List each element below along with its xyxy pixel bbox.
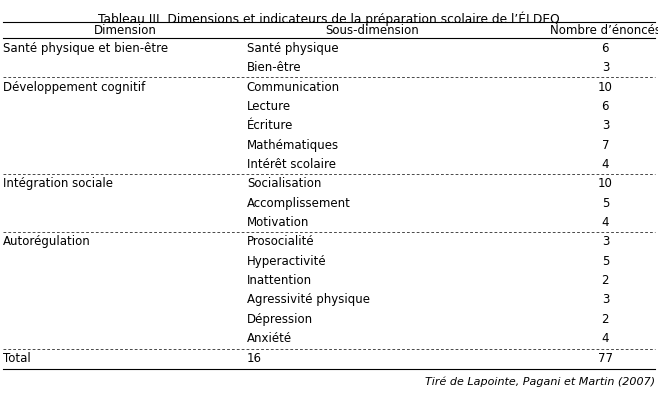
Text: 3: 3 [601, 235, 609, 249]
Text: 2: 2 [601, 274, 609, 287]
Text: Dépression: Dépression [247, 313, 313, 326]
Text: Santé physique et bien-être: Santé physique et bien-être [3, 42, 168, 55]
Text: Socialisation: Socialisation [247, 177, 321, 190]
Text: 4: 4 [601, 332, 609, 345]
Text: Mathématiques: Mathématiques [247, 138, 339, 152]
Text: 7: 7 [601, 138, 609, 152]
Text: Écriture: Écriture [247, 119, 293, 132]
Text: Agressivité physique: Agressivité physique [247, 293, 370, 306]
Text: Motivation: Motivation [247, 216, 309, 229]
Text: Lecture: Lecture [247, 100, 291, 113]
Text: Autorégulation: Autorégulation [3, 235, 91, 249]
Text: 16: 16 [247, 352, 262, 365]
Text: 4: 4 [601, 216, 609, 229]
Text: 10: 10 [598, 177, 613, 190]
Text: 10: 10 [598, 81, 613, 94]
Text: Bien-être: Bien-être [247, 61, 301, 74]
Text: Tiré de Lapointe, Pagani et Martin (2007): Tiré de Lapointe, Pagani et Martin (2007… [424, 376, 655, 387]
Text: 4: 4 [601, 158, 609, 171]
Text: Hyperactivité: Hyperactivité [247, 255, 326, 268]
Text: Santé physique: Santé physique [247, 42, 338, 55]
Text: 77: 77 [598, 352, 613, 365]
Text: 3: 3 [601, 293, 609, 306]
Text: Dimension: Dimension [93, 24, 157, 37]
Text: 6: 6 [601, 42, 609, 55]
Text: 5: 5 [601, 197, 609, 210]
Text: 2: 2 [601, 313, 609, 326]
Text: Accomplissement: Accomplissement [247, 197, 351, 210]
Text: Inattention: Inattention [247, 274, 312, 287]
Text: Sous-dimension: Sous-dimension [325, 24, 418, 37]
Text: Tableau III. Dimensions et indicateurs de la préparation scolaire de l’ÉLDEQ: Tableau III. Dimensions et indicateurs d… [98, 11, 560, 26]
Text: Total: Total [3, 352, 31, 365]
Text: 3: 3 [601, 119, 609, 132]
Text: 5: 5 [601, 255, 609, 268]
Text: Intégration sociale: Intégration sociale [3, 177, 113, 190]
Text: 3: 3 [601, 61, 609, 74]
Text: 6: 6 [601, 100, 609, 113]
Text: Communication: Communication [247, 81, 340, 94]
Text: Nombre d’énoncés: Nombre d’énoncés [550, 24, 658, 37]
Text: Prosocialité: Prosocialité [247, 235, 315, 249]
Text: Anxiété: Anxiété [247, 332, 292, 345]
Text: Intérêt scolaire: Intérêt scolaire [247, 158, 336, 171]
Text: Développement cognitif: Développement cognitif [3, 81, 145, 94]
